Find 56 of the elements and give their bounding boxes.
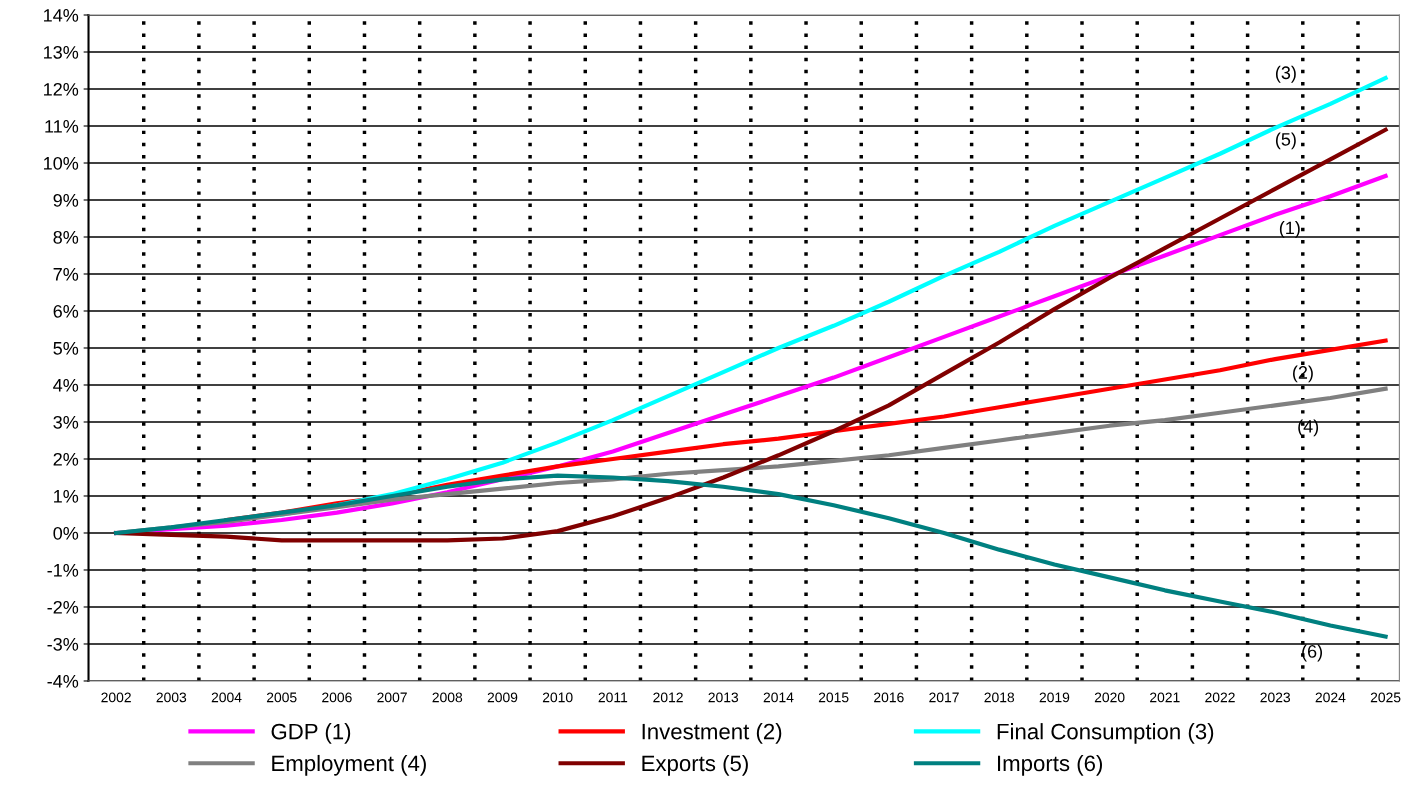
x-tick-label: 2025 <box>1370 692 1401 703</box>
y-tick-label: 13% <box>44 45 79 59</box>
x-tick-label: 2004 <box>211 692 242 703</box>
y-tick-label: 7% <box>53 268 79 281</box>
y-tick-label: 6% <box>53 304 79 318</box>
y-tick-label: 1% <box>54 490 79 503</box>
annotation: (4) <box>1298 419 1319 437</box>
annotation: (6) <box>1302 644 1323 662</box>
x-tick-label: 2010 <box>542 692 573 703</box>
y-tick-label: 9% <box>53 193 79 207</box>
y-tick-label: 5% <box>53 342 79 355</box>
y-tick-label: 3% <box>53 415 79 429</box>
y-tick-label: 8% <box>53 230 79 244</box>
y-tick-label: 14% <box>44 9 79 22</box>
x-tick-label: 2020 <box>1094 692 1125 703</box>
annotation: (3) <box>1275 65 1296 83</box>
y-tick-label: 0% <box>53 526 79 540</box>
y-tick-label: 4% <box>53 379 79 392</box>
x-tick-label: 2003 <box>156 692 187 703</box>
x-tick-label: 2012 <box>653 692 683 703</box>
x-tick-label: 2018 <box>984 692 1015 703</box>
x-tick-label: 2005 <box>266 692 297 703</box>
y-tick-label: -1% <box>47 564 79 577</box>
legend-label: Employment (4) <box>272 754 426 776</box>
y-tick-label: -4% <box>47 674 79 688</box>
y-tick-label: -2% <box>47 600 79 614</box>
x-tick-label: 2023 <box>1260 692 1291 703</box>
y-tick-label: 12% <box>44 82 79 96</box>
x-tick-label: 2022 <box>1205 692 1235 703</box>
x-tick-label: 2002 <box>101 692 131 703</box>
x-tick-label: 2011 <box>598 692 628 703</box>
legend-label: Investment (2) <box>642 723 782 744</box>
x-tick-label: 2006 <box>322 692 352 703</box>
x-tick-label: 2024 <box>1315 692 1346 703</box>
x-tick-label: 2019 <box>1039 692 1070 703</box>
legend-label: Final Consumption (3) <box>997 723 1214 744</box>
annotation: (2) <box>1293 365 1313 383</box>
legend-label: Imports (6) <box>998 754 1102 776</box>
x-tick-label: 2014 <box>763 692 794 703</box>
x-tick-label: 2009 <box>487 692 518 703</box>
legend-label: Exports (5) <box>642 754 748 776</box>
x-tick-label: 2015 <box>818 692 849 703</box>
x-tick-label: 2017 <box>929 692 959 703</box>
legend-label: GDP (1) <box>271 723 351 744</box>
x-tick-label: 2007 <box>377 692 407 703</box>
annotation: (1) <box>1279 221 1300 238</box>
x-tick-label: 2013 <box>708 692 739 703</box>
y-tick-label: -3% <box>47 637 79 651</box>
y-tick-label: 10% <box>44 156 79 170</box>
x-tick-label: 2016 <box>874 692 904 703</box>
x-tick-label: 2008 <box>432 692 463 703</box>
y-tick-label: 2% <box>53 452 79 466</box>
y-tick-label: 11% <box>45 120 79 133</box>
annotation: (5) <box>1275 132 1296 150</box>
x-tick-label: 2021 <box>1150 692 1180 703</box>
line-series <box>114 473 1388 639</box>
